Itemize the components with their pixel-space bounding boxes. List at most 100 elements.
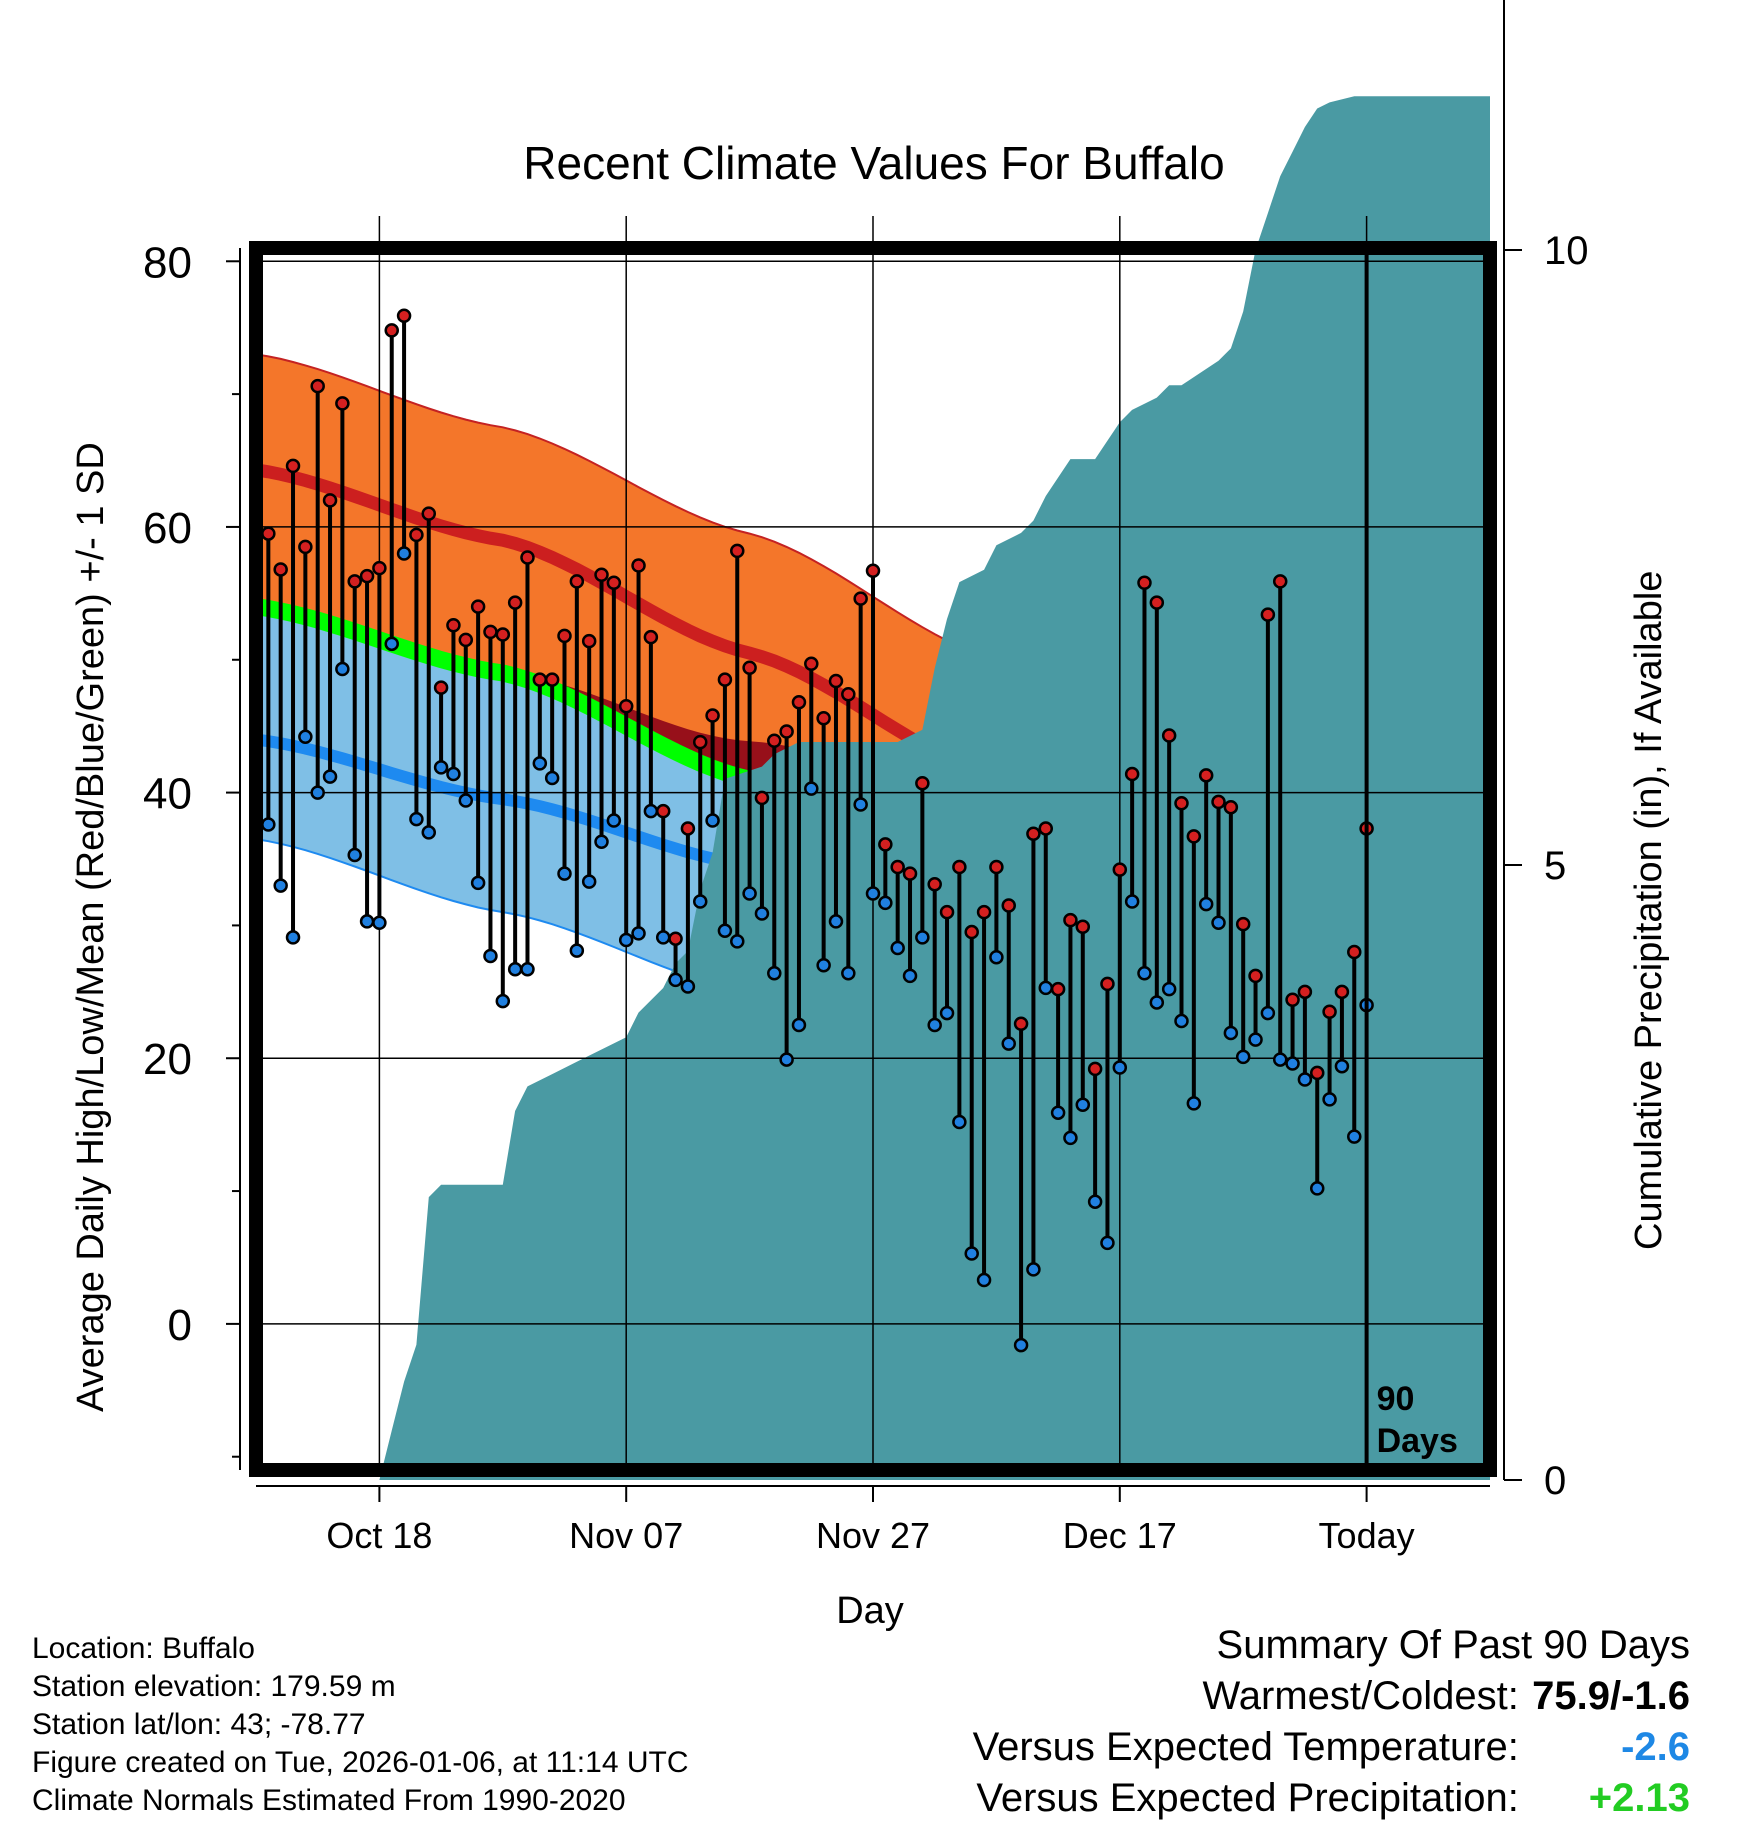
- chart-title: Recent Climate Values For Buffalo: [523, 137, 1225, 189]
- y-tick-label: 40: [143, 770, 192, 819]
- daily-high-point: [976, 904, 992, 920]
- daily-high-point: [310, 378, 325, 394]
- daily-low-point: [655, 930, 671, 945]
- daily-high-point: [841, 687, 856, 702]
- daily-low-point: [606, 813, 622, 828]
- daily-low-point: [581, 874, 597, 889]
- daily-low-point: [1087, 1194, 1103, 1209]
- daily-high-point: [804, 656, 819, 671]
- daily-low-point: [754, 906, 770, 921]
- daily-low-point: [841, 965, 856, 981]
- warm-cold-label: Warmest/Coldest:: [1202, 1674, 1519, 1718]
- elevation-text: Station elevation: 179.59 m: [32, 1670, 396, 1703]
- daily-high-point: [1297, 984, 1313, 1000]
- daily-high-point: [1050, 981, 1066, 997]
- daily-high-point: [878, 837, 893, 852]
- daily-low-point: [483, 948, 498, 964]
- daily-high-point: [1100, 976, 1115, 992]
- daily-high-point: [1137, 575, 1152, 590]
- location-text: Location: Buffalo: [32, 1632, 255, 1665]
- daily-high-point: [668, 931, 683, 946]
- daily-low-point: [409, 811, 424, 827]
- daily-low-point: [1334, 1058, 1350, 1074]
- daily-high-point: [507, 595, 523, 610]
- daily-low-point: [495, 993, 511, 1009]
- daily-low-point: [705, 813, 720, 828]
- daily-high-point: [915, 776, 930, 791]
- daily-low-point: [1001, 1036, 1016, 1051]
- daily-low-point: [532, 756, 548, 771]
- daily-high-point: [730, 543, 745, 559]
- daily-high-point: [433, 680, 449, 695]
- daily-high-point: [421, 506, 437, 521]
- daily-low-point: [396, 546, 412, 561]
- daily-high-point: [1334, 984, 1350, 1000]
- precip-anomaly-row: Versus Expected Precipitation: +2.13: [973, 1773, 1690, 1824]
- daily-low-point: [1322, 1092, 1337, 1107]
- y2-axis-label: Cumulative Precipitation (in), If Availa…: [1628, 570, 1670, 1250]
- daily-low-point: [1124, 894, 1140, 909]
- daily-low-point: [1347, 1129, 1362, 1144]
- daily-low-point: [952, 1114, 967, 1130]
- daily-high-point: [939, 904, 955, 920]
- daily-low-point: [1235, 1049, 1251, 1065]
- daily-high-point: [828, 673, 844, 689]
- daily-low-point: [1100, 1235, 1115, 1251]
- daily-high-point: [853, 591, 868, 606]
- daily-low-point: [1075, 1097, 1091, 1112]
- daily-low-point: [1174, 1013, 1189, 1029]
- daily-low-point: [692, 894, 708, 909]
- normals-text: Climate Normals Estimated From 1990-2020: [32, 1784, 626, 1817]
- daily-high-point: [532, 672, 548, 687]
- daily-low-point: [1161, 981, 1177, 997]
- daily-low-point: [680, 979, 696, 994]
- daily-low-point: [890, 940, 905, 956]
- daily-high-point: [705, 708, 720, 723]
- daily-low-point: [643, 803, 659, 819]
- daily-high-point: [1322, 1004, 1337, 1019]
- daily-high-point: [680, 821, 696, 836]
- x-tick-label: Oct 18: [326, 1515, 432, 1556]
- daily-low-point: [1211, 915, 1226, 931]
- daily-high-point: [643, 629, 659, 645]
- daily-high-point: [1211, 794, 1226, 810]
- daily-low-point: [804, 781, 819, 796]
- daily-high-point: [1347, 944, 1362, 960]
- daily-low-point: [298, 729, 313, 745]
- daily-high-point: [1087, 1061, 1103, 1077]
- daily-high-point: [372, 560, 387, 576]
- daily-low-point: [1297, 1072, 1313, 1087]
- daily-low-point: [939, 1005, 955, 1021]
- daily-high-point: [298, 539, 313, 555]
- daily-low-point: [618, 932, 634, 948]
- daily-low-point: [976, 1272, 992, 1288]
- summary-panel: Summary Of Past 90 Days Warmest/Coldest:…: [973, 1620, 1690, 1824]
- daily-low-point: [310, 785, 325, 800]
- station-info: Location: Buffalo Station elevation: 179…: [32, 1630, 689, 1820]
- daily-low-point: [359, 914, 375, 929]
- daily-high-point: [1038, 821, 1054, 836]
- y2-tick-label: 5: [1544, 844, 1566, 888]
- daily-low-point: [1013, 1337, 1029, 1353]
- daily-high-point: [1223, 799, 1239, 815]
- daily-low-point: [458, 793, 474, 808]
- daily-high-point: [631, 558, 646, 573]
- daily-low-point: [865, 886, 881, 901]
- daily-low-point: [1149, 995, 1165, 1010]
- daily-low-point: [569, 943, 585, 958]
- daily-high-point: [1174, 795, 1189, 811]
- daily-low-point: [1137, 965, 1152, 981]
- daily-low-point: [1186, 1096, 1202, 1111]
- daily-high-point: [618, 699, 634, 714]
- daily-low-point: [1285, 1056, 1300, 1071]
- daily-low-point: [322, 769, 338, 784]
- daily-low-point: [717, 923, 733, 938]
- daily-low-point: [1309, 1181, 1325, 1196]
- daily-low-point: [1260, 1005, 1276, 1021]
- daily-high-point: [569, 574, 585, 589]
- summary-heading: Summary Of Past 90 Days: [1216, 1623, 1690, 1667]
- daily-low-point: [285, 930, 301, 945]
- daily-low-point: [421, 825, 437, 840]
- x-axis-label: Day: [836, 1590, 904, 1632]
- daily-high-point: [483, 624, 498, 640]
